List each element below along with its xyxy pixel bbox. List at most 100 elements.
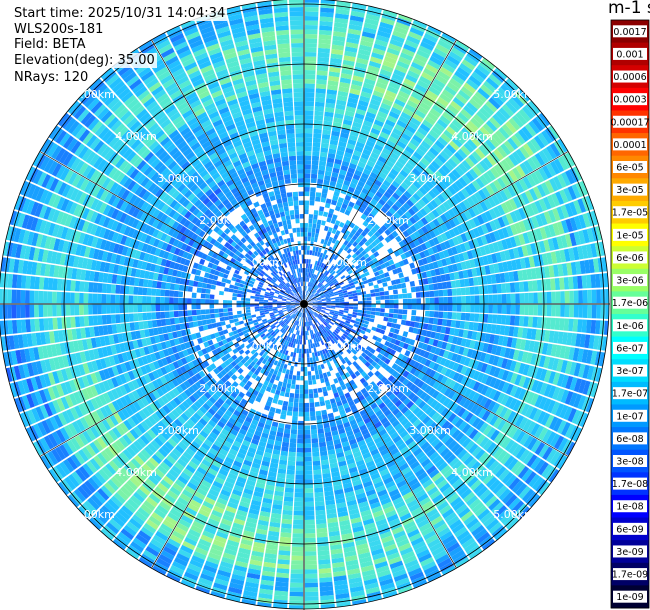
- range-bin: [315, 505, 325, 511]
- range-bin: [339, 299, 345, 302]
- range-bin: [485, 222, 493, 233]
- range-bin: [279, 391, 285, 397]
- range-bin: [308, 344, 311, 349]
- range-bin: [471, 331, 478, 340]
- range-bin: [304, 407, 310, 412]
- range-bin: [433, 311, 439, 318]
- range-bin: [305, 268, 308, 273]
- range-bin: [316, 307, 322, 310]
- range-bin: [366, 307, 372, 311]
- range-bin: [403, 128, 414, 138]
- range-bin: [353, 298, 358, 302]
- range-bin: [306, 348, 309, 354]
- range-bin: [333, 255, 339, 261]
- range-bin: [362, 82, 375, 90]
- range-bin: [304, 416, 310, 421]
- range-bin: [394, 220, 402, 228]
- range-bin: [505, 371, 514, 383]
- range-bin: [358, 234, 364, 241]
- range-bin: [326, 278, 331, 283]
- range-bin: [378, 106, 390, 115]
- range-bin: [299, 393, 304, 399]
- range-bin: [312, 155, 320, 161]
- range-bin: [379, 131, 390, 140]
- range-bin: [497, 335, 504, 346]
- range-bin: [402, 166, 412, 175]
- range-bin: [556, 373, 565, 387]
- range-bin: [369, 132, 379, 140]
- range-bin: [528, 120, 541, 134]
- range-bin: [363, 22, 378, 30]
- range-bin: [382, 345, 389, 351]
- range-bin: [355, 141, 365, 149]
- range-bin: [393, 212, 401, 220]
- range-bin: [299, 384, 304, 390]
- range-bin: [352, 309, 358, 313]
- range-bin: [355, 250, 361, 256]
- range-bin: [360, 202, 368, 210]
- range-bin: [443, 296, 448, 304]
- range-bin: [321, 299, 327, 302]
- range-bin: [308, 380, 313, 385]
- range-bin: [322, 129, 331, 135]
- range-bin: [452, 296, 457, 304]
- range-bin: [371, 52, 384, 60]
- range-bin: [316, 308, 322, 311]
- range-bin: [572, 276, 579, 289]
- range-bin: [353, 117, 364, 125]
- range-bin: [512, 349, 520, 361]
- range-bin: [320, 7, 335, 13]
- range-bin: [446, 126, 457, 137]
- range-bin: [399, 169, 409, 178]
- range-bin: [332, 315, 338, 319]
- range-bin: [362, 26, 377, 35]
- range-bin: [311, 375, 316, 381]
- range-bin: [293, 519, 304, 525]
- range-bin: [478, 145, 489, 157]
- range-bin: [412, 353, 419, 361]
- range-bin: [468, 379, 477, 390]
- range-bin: [518, 362, 526, 375]
- range-bin: [318, 283, 322, 288]
- range-bin: [434, 140, 445, 150]
- range-bin: [514, 374, 522, 386]
- range-bin: [286, 410, 293, 416]
- range-bin: [314, 492, 324, 498]
- range-bin: [329, 294, 335, 297]
- range-bin: [310, 294, 314, 298]
- range-bin: [455, 93, 468, 105]
- range-bin: [505, 213, 514, 225]
- range-bin: [539, 368, 548, 382]
- range-bin: [367, 230, 374, 237]
- range-bin: [542, 147, 553, 162]
- range-bin: [404, 350, 411, 357]
- range-bin: [410, 117, 422, 127]
- range-bin: [408, 31, 423, 41]
- range-bin: [489, 365, 497, 376]
- range-bin: [518, 233, 526, 246]
- range-bin: [432, 339, 439, 347]
- range-bin: [307, 263, 311, 269]
- range-bin: [551, 304, 556, 317]
- range-bin: [415, 316, 421, 322]
- range-bin: [291, 420, 298, 426]
- range-bin: [315, 280, 319, 286]
- range-bin: [345, 106, 356, 113]
- range-bin: [383, 221, 391, 229]
- range-bin: [296, 452, 304, 457]
- range-bin: [356, 165, 364, 173]
- range-bin: [317, 302, 322, 304]
- range-bin: [406, 35, 421, 45]
- range-bin: [319, 272, 324, 278]
- range-bin: [344, 110, 355, 117]
- range-bin: [565, 423, 575, 438]
- range-bin: [346, 171, 354, 178]
- range-bin: [485, 375, 493, 386]
- range-bin: [454, 70, 468, 82]
- range-bin: [318, 262, 323, 267]
- range-bin: [416, 355, 424, 363]
- range-bin: [316, 261, 320, 267]
- range-bin: [505, 283, 511, 293]
- range-bin: [384, 261, 391, 268]
- range-bin: [398, 294, 403, 299]
